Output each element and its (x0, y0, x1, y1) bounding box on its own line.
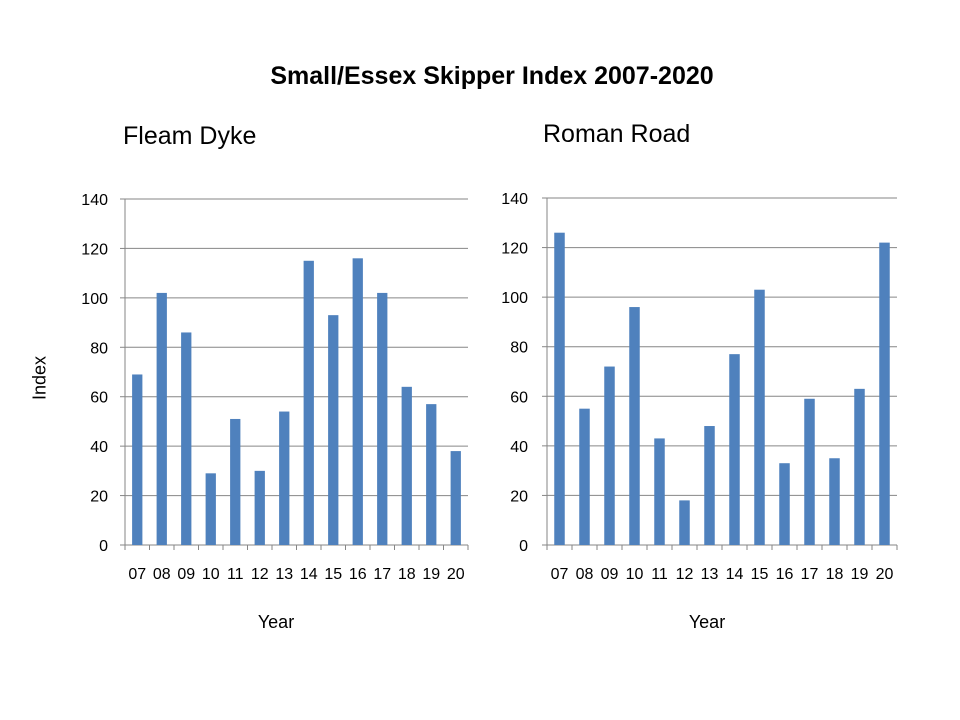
x-tick-label: 15 (324, 566, 342, 583)
x-tick-label: 10 (202, 566, 220, 583)
x-tick-label: 09 (601, 566, 619, 583)
x-tick-label: 18 (398, 566, 416, 583)
x-tick-label: 11 (227, 566, 244, 583)
y-tick-label: 120 (501, 241, 528, 258)
y-tick-label: 80 (90, 340, 108, 357)
bar-fleam-dyke-10 (205, 473, 216, 545)
x-tick-label: 08 (153, 566, 171, 583)
bar-roman-road-19 (854, 388, 865, 545)
y-tick-label: 60 (90, 390, 108, 407)
x-tick-label: 15 (751, 566, 769, 583)
bar-fleam-dyke-13 (279, 411, 290, 545)
x-tick-label: 19 (422, 566, 440, 583)
x-tick-label: 12 (676, 566, 694, 583)
y-tick-label: 40 (510, 439, 528, 456)
bar-roman-road-16 (779, 463, 790, 545)
y-axis-label-left: Index (29, 355, 50, 401)
bar-fleam-dyke-07 (132, 374, 143, 545)
page-title: Small/Essex Skipper Index 2007-2020 (270, 62, 714, 90)
x-tick-label: 09 (177, 566, 195, 583)
y-tick-label: 100 (81, 291, 108, 308)
bar-roman-road-11 (654, 438, 665, 545)
bar-roman-road-09 (604, 366, 615, 545)
x-tick-label: 12 (251, 566, 269, 583)
y-tick-label: 120 (81, 241, 108, 258)
y-tick-label: 60 (510, 389, 528, 406)
bar-fleam-dyke-15 (328, 315, 339, 545)
bar-fleam-dyke-09 (181, 332, 192, 545)
x-tick-label: 10 (626, 566, 644, 583)
y-tick-label: 20 (510, 488, 528, 505)
x-tick-label: 16 (349, 566, 367, 583)
bar-fleam-dyke-17 (377, 292, 388, 545)
x-tick-label: 17 (373, 566, 391, 583)
x-tick-label: 11 (651, 566, 668, 583)
bar-roman-road-12 (679, 500, 690, 545)
x-axis-label-right: Year (688, 612, 726, 632)
bar-fleam-dyke-18 (401, 386, 412, 545)
bar-fleam-dyke-16 (352, 258, 363, 545)
chart-subtitle-roman-road: Roman Road (543, 120, 691, 148)
x-tick-label: 07 (128, 566, 146, 583)
y-tick-label: 80 (510, 340, 528, 357)
x-tick-label: 19 (851, 566, 869, 583)
x-tick-label: 20 (876, 566, 894, 583)
bar-roman-road-17 (804, 398, 815, 545)
x-tick-label: 13 (701, 566, 719, 583)
y-tick-label: 0 (519, 538, 528, 555)
y-tick-label: 140 (81, 192, 108, 209)
x-tick-label: 08 (576, 566, 594, 583)
bar-roman-road-10 (629, 307, 640, 545)
y-tick-label: 100 (501, 290, 528, 307)
bar-fleam-dyke-20 (450, 451, 461, 545)
bar-fleam-dyke-14 (303, 260, 314, 545)
x-tick-label: 14 (726, 566, 744, 583)
bar-roman-road-13 (704, 426, 715, 545)
bar-fleam-dyke-19 (426, 404, 437, 545)
x-tick-label: 18 (826, 566, 844, 583)
y-tick-label: 40 (90, 439, 108, 456)
bar-roman-road-15 (754, 289, 765, 545)
chart-subtitle-fleam-dyke: Fleam Dyke (123, 122, 257, 150)
x-tick-label: 14 (300, 566, 318, 583)
y-tick-label: 20 (90, 489, 108, 506)
bar-roman-road-14 (729, 354, 740, 545)
x-tick-label: 16 (776, 566, 794, 583)
y-tick-label: 140 (501, 191, 528, 208)
bar-roman-road-08 (579, 408, 590, 545)
x-axis-label-left: Year (257, 612, 295, 632)
bar-roman-road-07 (554, 232, 565, 545)
bar-fleam-dyke-11 (230, 418, 241, 545)
bar-fleam-dyke-08 (156, 292, 167, 545)
y-tick-label: 0 (99, 538, 108, 555)
x-tick-label: 17 (801, 566, 819, 583)
bar-roman-road-20 (879, 242, 890, 545)
bar-fleam-dyke-12 (254, 470, 265, 545)
x-tick-label: 13 (275, 566, 293, 583)
bar-roman-road-18 (829, 458, 840, 545)
x-tick-label: 07 (551, 566, 569, 583)
x-tick-label: 20 (447, 566, 465, 583)
